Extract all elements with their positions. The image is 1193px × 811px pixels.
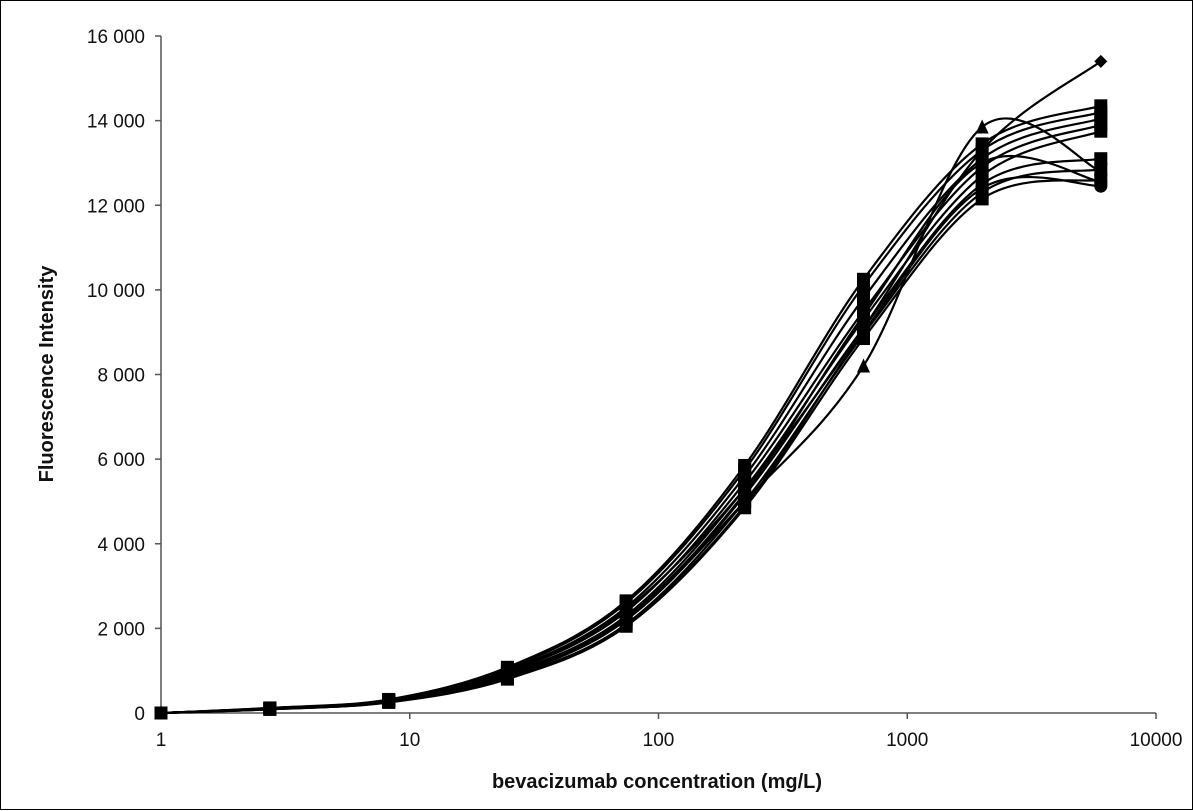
series-line [160, 178, 1101, 715]
data-series [154, 175, 1108, 720]
data-series [154, 173, 1108, 720]
data-point [975, 181, 989, 195]
data-point [1094, 124, 1108, 138]
data-point [857, 291, 871, 305]
data-point [857, 308, 871, 322]
data-point [857, 325, 871, 339]
y-tick-label: 6 000 [97, 450, 145, 471]
y-tick-label: 10 000 [87, 281, 145, 302]
y-axis-title: Fluorescence Intensity [36, 265, 58, 483]
data-point [619, 611, 633, 625]
data-point [738, 486, 752, 500]
y-tick-label: 4 000 [97, 535, 145, 556]
x-tick-label: 10000 [1130, 730, 1183, 751]
data-point [1094, 162, 1108, 176]
data-point [1094, 54, 1108, 68]
y-tick-label: 14 000 [87, 112, 145, 133]
data-point [263, 702, 277, 716]
x-tick-label: 10 [399, 730, 420, 751]
data-series [154, 162, 1108, 720]
data-point [382, 694, 396, 708]
series-line [160, 154, 1102, 715]
x-tick-label: 100 [643, 730, 675, 751]
y-tick-label: 8 000 [97, 366, 145, 387]
data-point [857, 279, 871, 293]
data-point [1094, 175, 1108, 189]
y-tick-label: 16 000 [87, 27, 145, 48]
data-point [1094, 152, 1108, 166]
data-point [975, 156, 989, 170]
x-axis-title: bevacizumab concentration (mg/L) [492, 771, 822, 793]
data-point [975, 119, 989, 134]
data-point [738, 499, 752, 513]
y-tick-label: 12 000 [87, 196, 145, 217]
data-point [975, 192, 989, 206]
y-tick-label: 0 [134, 704, 145, 725]
data-series [154, 152, 1108, 720]
data-series [154, 154, 1108, 720]
x-tick-label: 1 [156, 730, 167, 751]
data-point [154, 706, 168, 720]
series-layer [154, 54, 1108, 720]
data-point [857, 358, 871, 373]
y-tick-label: 2 000 [97, 619, 145, 640]
axes: 0 2 000 4 000 6 000 8 000 10 000 12 000 14 000 1… [87, 27, 1183, 751]
x-tick-label: 1000 [886, 730, 928, 751]
data-point [500, 668, 514, 682]
